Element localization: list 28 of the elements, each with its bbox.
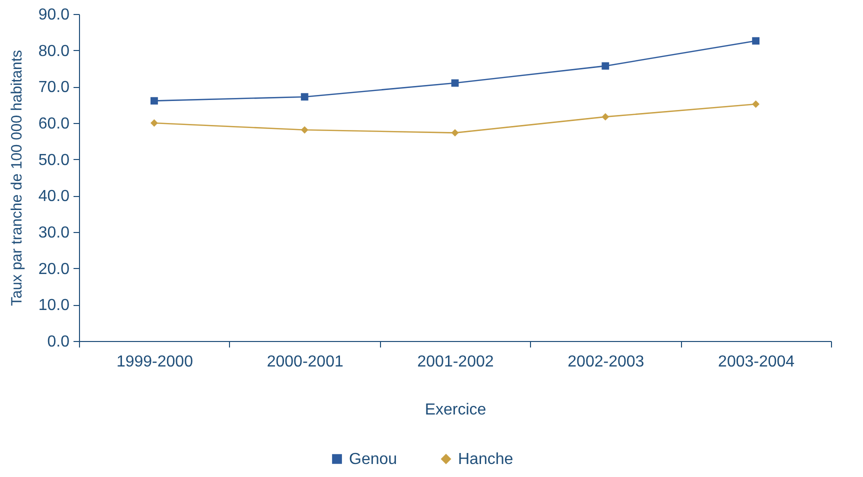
- point: [150, 119, 158, 127]
- legend-label: Genou: [349, 451, 398, 468]
- y-tick-label: 30.0: [38, 224, 70, 242]
- point: [451, 129, 459, 137]
- y-tick-label: 40.0: [38, 188, 70, 206]
- y-tick-label: 60.0: [38, 116, 70, 132]
- x-tick-label: 2000-2001: [266, 354, 344, 370]
- y-tick-label: 70.0: [38, 79, 70, 96]
- x-tick-label: 1999-2000: [116, 354, 194, 370]
- y-tick-label: 80.0: [38, 42, 70, 60]
- y-tick-label: 0.0: [47, 334, 70, 350]
- point: [752, 37, 760, 45]
- y-tick-label: 50.0: [38, 152, 70, 169]
- legend-label: Hanche: [458, 451, 514, 468]
- x-tick-label: 2001-2002: [417, 354, 494, 370]
- point: [300, 126, 308, 134]
- x-tick-label: 2002-2003: [568, 354, 644, 370]
- point: [752, 100, 760, 108]
- point: [150, 97, 158, 105]
- y-tick-label: 10.0: [38, 297, 70, 314]
- point: [602, 113, 610, 121]
- y-axis-title: Taux par tranche de 100 000 habitants: [8, 50, 26, 306]
- x-tick-label: 2003-2004: [718, 354, 795, 370]
- y-tick-label: 90.0: [38, 6, 70, 24]
- y-tick-label: 20.0: [38, 260, 70, 278]
- point: [300, 93, 308, 101]
- x-axis-title: Exercice: [424, 402, 486, 418]
- point: [602, 62, 610, 70]
